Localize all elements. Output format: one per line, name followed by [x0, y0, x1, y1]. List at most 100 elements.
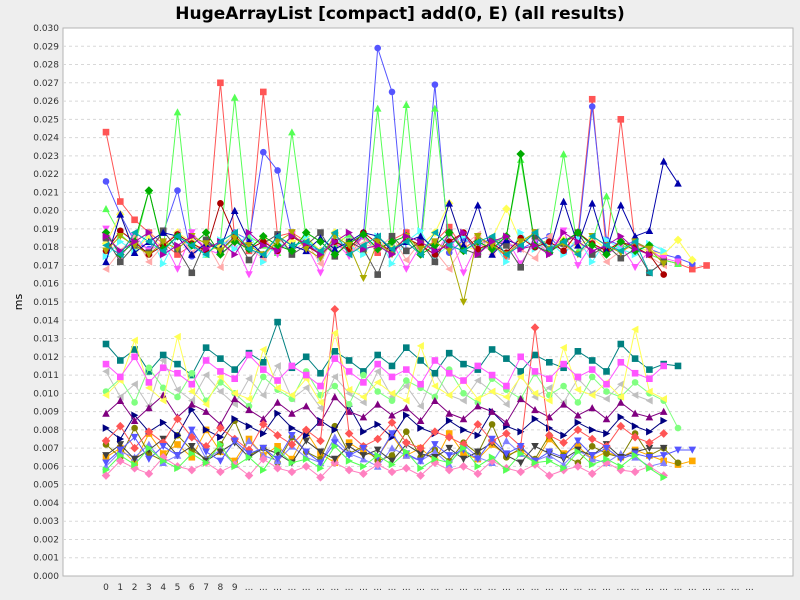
data-point: [131, 353, 138, 361]
data-point: [646, 375, 653, 383]
data-point: [288, 391, 296, 399]
data-point: [145, 379, 153, 386]
data-point: [388, 430, 396, 438]
data-point: [174, 251, 181, 258]
data-point: [488, 453, 496, 462]
gridlines: [63, 45, 793, 559]
data-point: [288, 362, 296, 370]
data-point: [331, 393, 339, 401]
x-tick-label: ...: [373, 583, 382, 593]
data-point: [588, 103, 596, 110]
y-tick-label: 0.008: [33, 426, 59, 436]
data-point: [445, 391, 453, 399]
x-tick-label: 6: [189, 583, 195, 593]
data-point: [302, 402, 310, 410]
data-point: [417, 226, 425, 235]
data-point: [374, 388, 382, 395]
data-point: [216, 373, 224, 381]
data-point: [559, 197, 568, 205]
data-point: [316, 459, 325, 467]
data-point: [330, 305, 340, 314]
series-line: [105, 354, 665, 387]
data-point: [302, 384, 310, 392]
data-point: [402, 256, 410, 264]
data-point: [188, 229, 196, 237]
data-point: [502, 393, 510, 401]
data-point: [388, 245, 396, 253]
data-point: [230, 400, 238, 409]
data-point: [416, 457, 425, 465]
data-point: [102, 247, 110, 255]
x-tick-label: ...: [359, 583, 368, 593]
y-axis-label: ms: [12, 294, 25, 311]
data-point: [174, 369, 181, 377]
data-point: [530, 323, 540, 332]
data-point: [102, 391, 110, 399]
data-point: [587, 241, 597, 250]
y-tick-label: 0.013: [33, 335, 59, 345]
data-point: [388, 457, 396, 465]
data-point: [388, 389, 396, 398]
data-point: [531, 458, 539, 467]
data-point: [674, 424, 682, 432]
data-point: [516, 467, 525, 477]
series-13: [102, 228, 653, 277]
data-point: [344, 465, 354, 475]
data-point: [102, 265, 110, 273]
data-point: [560, 360, 567, 368]
data-point: [117, 451, 125, 460]
data-point: [102, 360, 110, 368]
data-point: [260, 429, 268, 438]
data-point: [102, 178, 110, 185]
data-point: [259, 444, 268, 452]
data-point: [617, 380, 625, 388]
x-tick-label: 0: [103, 583, 109, 593]
data-point: [345, 443, 353, 451]
data-point: [531, 351, 539, 359]
data-point: [431, 455, 439, 463]
data-point: [373, 378, 381, 387]
data-point: [159, 238, 167, 246]
data-point: [116, 393, 124, 401]
data-point: [260, 366, 267, 373]
data-point: [245, 422, 253, 431]
y-tick-label: 0.010: [33, 389, 59, 399]
data-point: [488, 421, 496, 428]
x-tick-label: ...: [631, 583, 640, 593]
data-point: [374, 44, 382, 52]
data-point: [688, 255, 697, 265]
data-point: [202, 245, 210, 253]
data-point: [245, 256, 253, 264]
series-layer: [101, 44, 710, 482]
data-point: [359, 444, 368, 452]
series-28: [102, 351, 667, 390]
data-point: [646, 250, 654, 259]
data-point: [260, 466, 268, 474]
data-point: [130, 416, 139, 425]
data-point: [645, 444, 654, 452]
data-point: [660, 473, 668, 482]
data-point: [331, 237, 339, 246]
x-tick-label: ...: [302, 583, 311, 593]
data-point: [545, 431, 554, 440]
data-point: [531, 241, 539, 250]
data-point: [645, 453, 654, 462]
data-point: [159, 443, 167, 451]
data-point: [502, 429, 511, 438]
x-tick-label: 7: [203, 583, 209, 593]
data-point: [660, 247, 668, 255]
data-point: [388, 259, 396, 268]
data-point: [317, 464, 325, 473]
data-point: [130, 433, 139, 441]
data-point: [588, 404, 596, 412]
x-tick-label: 4: [160, 583, 166, 593]
data-point: [517, 245, 525, 253]
data-point: [331, 355, 339, 362]
data-point: [331, 439, 339, 447]
data-point: [117, 198, 124, 205]
y-tick-label: 0.025: [33, 115, 59, 125]
data-point: [444, 228, 454, 237]
chart-title: HugeArrayList [compact] add(0, E) (all r…: [175, 4, 624, 24]
data-point: [373, 400, 382, 408]
data-point: [417, 464, 425, 473]
